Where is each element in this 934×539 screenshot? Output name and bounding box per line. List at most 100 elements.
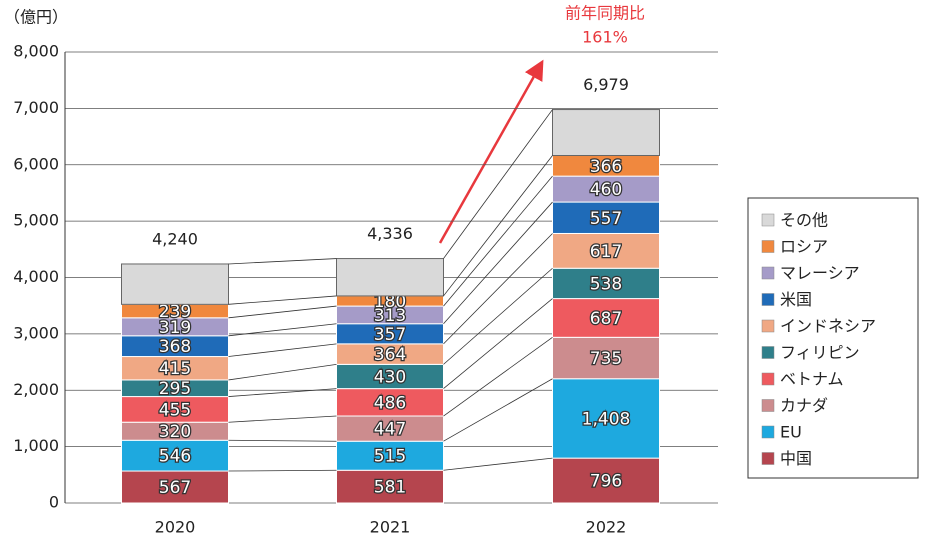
x-tick-label: 2021 — [370, 518, 411, 537]
data-label: 581 — [374, 478, 406, 498]
bar-segment — [121, 396, 229, 423]
legend-swatch — [761, 425, 775, 439]
annotation: 前年同期比 — [565, 4, 645, 23]
connector — [228, 323, 337, 337]
data-label: 364 — [374, 345, 406, 365]
bar-segment — [552, 201, 660, 234]
connector — [228, 363, 337, 381]
connector — [228, 305, 337, 319]
y-tick-label: 3,000 — [13, 323, 59, 342]
data-label: 366 — [590, 157, 622, 177]
bar-segment — [552, 378, 660, 459]
connector — [228, 295, 337, 305]
data-label: 320 — [159, 422, 191, 442]
legend-swatch — [761, 293, 775, 306]
connector — [443, 155, 553, 297]
y-tick-label: 2,000 — [13, 380, 59, 399]
legend-label: ベトナム — [780, 370, 844, 389]
data-label: 319 — [159, 318, 191, 338]
data-label: 796 — [590, 472, 622, 492]
legend-label: カナダ — [780, 396, 828, 415]
connector — [228, 388, 337, 397]
bar-segment — [552, 232, 660, 269]
bar-segment — [121, 263, 229, 305]
legend-label: 米国 — [780, 290, 812, 309]
legend-label: マレーシア — [780, 264, 860, 283]
connector — [443, 336, 553, 417]
data-label: 239 — [159, 302, 191, 322]
data-label: 295 — [159, 379, 191, 399]
bar-segment — [336, 469, 444, 504]
y-tick-label: 5,000 — [13, 211, 59, 230]
data-label: 567 — [159, 478, 191, 498]
y-tick-label: 1,000 — [13, 436, 59, 455]
data-label: 546 — [159, 447, 191, 467]
connector — [228, 439, 337, 442]
data-label: 557 — [590, 209, 622, 229]
legend-swatch — [761, 399, 775, 412]
legend-label: フィリピン — [780, 343, 860, 362]
y-tick-label: 6,000 — [13, 154, 59, 173]
legend-swatch — [761, 372, 775, 386]
legend — [747, 197, 919, 479]
total-label: 6,979 — [583, 75, 629, 94]
bar-segment — [336, 415, 444, 442]
connector — [443, 109, 553, 259]
legend-swatch — [761, 452, 775, 465]
connector — [443, 233, 553, 345]
legend-swatch — [761, 240, 775, 253]
legend-swatch — [761, 213, 775, 227]
data-label: 687 — [590, 309, 622, 329]
data-label: 447 — [374, 420, 406, 440]
arrow — [438, 59, 544, 244]
legend-label: EU — [780, 423, 802, 442]
y-tick-label: 7,000 — [13, 98, 59, 117]
bar-segment — [336, 388, 444, 417]
data-label: 486 — [374, 393, 406, 413]
legend-label: その他 — [780, 211, 828, 230]
connector — [443, 267, 553, 365]
data-label: 538 — [590, 274, 622, 294]
data-label: 430 — [374, 367, 406, 387]
connector — [443, 457, 553, 471]
y-tick-label: 8,000 — [13, 42, 59, 61]
y-axis-label: （億円） — [4, 8, 68, 27]
data-label: 415 — [159, 359, 191, 379]
connector — [443, 175, 553, 307]
data-label: 460 — [590, 180, 622, 200]
connector — [443, 378, 553, 442]
connector — [228, 343, 337, 357]
legend-swatch — [761, 266, 775, 280]
bar-segment — [552, 175, 660, 203]
bar-segment — [121, 439, 229, 472]
connector — [443, 298, 553, 389]
data-label: 313 — [374, 306, 406, 326]
data-label: 368 — [159, 337, 191, 357]
connector — [228, 469, 337, 472]
bar-segment — [336, 440, 444, 471]
data-label: 617 — [590, 242, 622, 262]
bar-segment — [336, 363, 444, 390]
bar-segment — [552, 336, 660, 380]
connector — [228, 415, 337, 423]
x-tick-label: 2020 — [155, 518, 196, 537]
legend-swatch — [761, 346, 775, 359]
bar-segment — [121, 470, 229, 504]
legend-label: 中国 — [780, 449, 812, 468]
legend-swatch — [761, 319, 775, 333]
annotation: 161% — [582, 28, 628, 47]
total-label: 4,336 — [367, 224, 413, 243]
data-label: 357 — [374, 325, 406, 345]
data-label: 1,408 — [582, 409, 631, 429]
x-tick-label: 2022 — [586, 518, 627, 537]
legend-label: インドネシア — [780, 317, 876, 336]
y-tick-label: 0 — [49, 493, 59, 512]
connector — [443, 201, 553, 324]
data-label: 735 — [590, 349, 622, 369]
legend-label: ロシア — [780, 237, 828, 256]
bar-segment — [336, 258, 444, 297]
data-label: 515 — [374, 447, 406, 467]
bar-segment — [552, 109, 660, 157]
bar-segment — [552, 457, 660, 504]
